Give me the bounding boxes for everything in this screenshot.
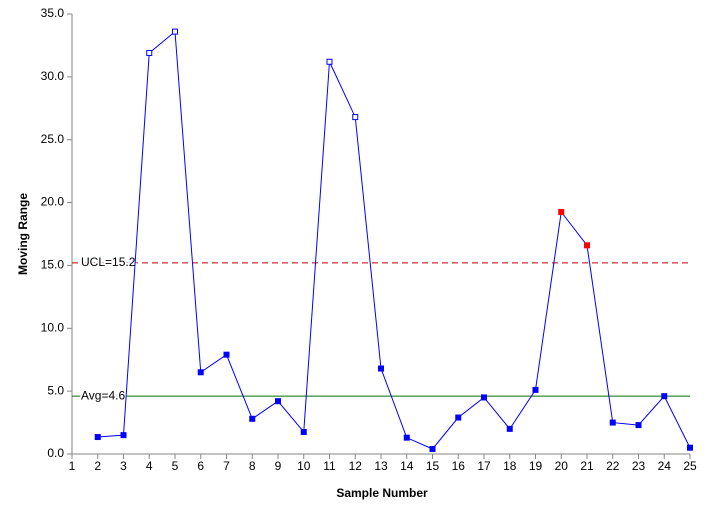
- data-point: [120, 432, 127, 439]
- reference-label: Avg=4.6: [81, 388, 125, 402]
- x-tick-label: 2: [94, 459, 101, 473]
- x-tick-label: 11: [323, 459, 336, 473]
- x-axis-title: Sample Number: [336, 486, 428, 500]
- data-point: [94, 434, 101, 441]
- data-point: [429, 445, 436, 452]
- y-tick-label: 10.0: [41, 320, 65, 334]
- x-tick-label: 8: [249, 459, 256, 473]
- data-point: [172, 28, 178, 35]
- y-tick-label: 20.0: [41, 195, 65, 209]
- y-tick-label: 15.0: [41, 258, 65, 272]
- data-point: [197, 369, 204, 376]
- data-point: [687, 444, 693, 451]
- data-point: [584, 242, 590, 249]
- x-tick-label: 20: [555, 459, 569, 473]
- x-tick-label: 5: [172, 459, 179, 473]
- x-tick-label: 1: [69, 459, 76, 473]
- data-point: [455, 414, 462, 421]
- data-point: [352, 114, 359, 121]
- x-tick-label: 9: [275, 459, 282, 473]
- x-tick-label: 6: [197, 459, 204, 473]
- data-point: [481, 394, 487, 401]
- x-tick-label: 23: [632, 459, 646, 473]
- x-tick-label: 18: [503, 459, 517, 473]
- x-tick-label: 3: [120, 459, 127, 473]
- y-tick-label: 0.0: [47, 446, 64, 460]
- y-tick-label: 5.0: [47, 383, 64, 397]
- x-tick-label: 16: [452, 459, 466, 473]
- x-tick-label: 19: [529, 459, 543, 473]
- data-point: [326, 58, 333, 65]
- data-point: [223, 351, 230, 358]
- y-tick-label: 25.0: [41, 132, 65, 146]
- data-point: [275, 398, 281, 405]
- x-tick-label: 15: [426, 459, 440, 473]
- x-tick-label: 17: [477, 459, 491, 473]
- y-axis-title: Moving Range: [16, 193, 30, 275]
- y-tick-label: 35.0: [41, 6, 65, 20]
- x-tick-label: 12: [349, 459, 363, 473]
- x-tick-label: 10: [297, 459, 311, 473]
- series-line: [97, 30, 691, 450]
- x-tick-label: 24: [658, 459, 672, 473]
- x-tick-label: 21: [580, 459, 594, 473]
- x-tick-label: 14: [400, 459, 414, 473]
- y-tick-label: 30.0: [41, 69, 65, 83]
- x-tick-label: 7: [223, 459, 230, 473]
- data-point: [403, 434, 410, 441]
- x-tick-label: 13: [374, 459, 388, 473]
- x-tick-label: 22: [606, 459, 620, 473]
- data-point: [506, 425, 513, 432]
- data-point: [661, 393, 668, 400]
- data-point: [635, 422, 642, 429]
- data-point: [609, 419, 616, 426]
- data-point: [146, 49, 153, 56]
- reference-label: UCL=15.2: [81, 255, 136, 269]
- data-point: [532, 386, 539, 393]
- x-tick-label: 25: [683, 459, 697, 473]
- data-point: [300, 429, 307, 435]
- x-tick-label: 4: [146, 459, 153, 473]
- data-point: [249, 415, 256, 422]
- data-point: [378, 365, 384, 372]
- data-point: [558, 209, 565, 215]
